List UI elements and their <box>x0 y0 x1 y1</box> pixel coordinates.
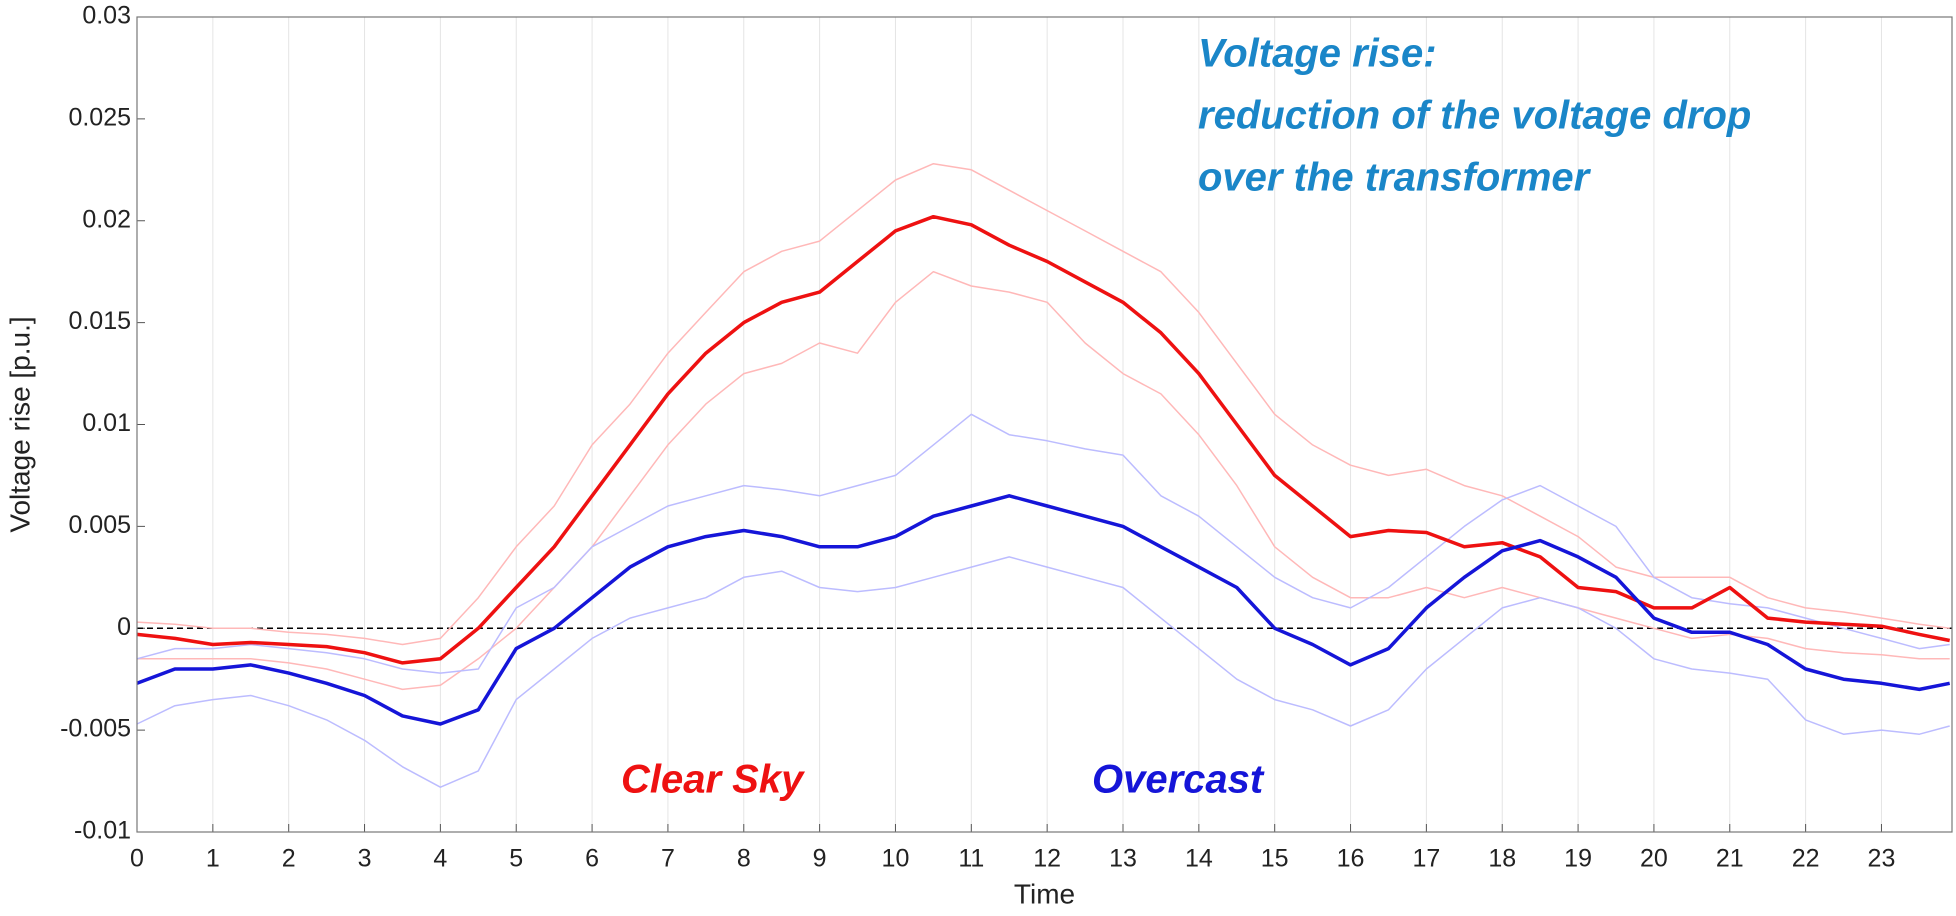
annotation: over the transformer <box>1198 156 1592 200</box>
x-tick-label: 9 <box>813 845 827 873</box>
plot-area <box>137 17 1952 832</box>
x-tick-label: 17 <box>1412 845 1440 873</box>
y-tick-label: 0.025 <box>68 103 131 131</box>
y-tick-label: 0.01 <box>82 409 131 437</box>
x-tick-label: 16 <box>1337 845 1365 873</box>
y-axis-label: Voltage rise [p.u.] <box>4 316 35 532</box>
x-tick-label: 1 <box>206 845 220 873</box>
y-tick-label: 0 <box>117 613 131 641</box>
x-tick-label: 22 <box>1792 845 1820 873</box>
x-tick-label: 10 <box>882 845 910 873</box>
x-tick-label: 11 <box>958 845 984 873</box>
x-tick-label: 3 <box>358 845 372 873</box>
band-line <box>137 270 1950 691</box>
x-tick-label: 23 <box>1868 845 1896 873</box>
series-line <box>136 214 1951 665</box>
plot-frame <box>136 16 1953 833</box>
x-axis-label: Time <box>1014 878 1075 909</box>
x-tick-label: 21 <box>1716 845 1744 873</box>
legend-label: Clear Sky <box>621 758 805 802</box>
y-tick-label: -0.01 <box>74 817 131 845</box>
y-tick-label: 0.005 <box>68 511 131 539</box>
x-tick-label: 2 <box>282 845 296 873</box>
legend-label: Overcast <box>1092 758 1265 802</box>
x-tick-label: 6 <box>585 845 599 873</box>
band-line <box>136 413 1950 674</box>
y-tick-label: 0.03 <box>82 2 131 30</box>
series-line <box>136 494 1951 726</box>
band-line <box>136 556 1950 788</box>
x-tick-label: 13 <box>1109 845 1137 873</box>
x-tick-label: 8 <box>737 845 751 873</box>
x-tick-label: 14 <box>1185 845 1213 873</box>
x-tick-label: 0 <box>130 845 144 873</box>
x-tick-label: 15 <box>1261 845 1289 873</box>
x-tick-label: 5 <box>509 845 523 873</box>
y-tick-label: 0.02 <box>82 205 131 233</box>
x-tick-label: 12 <box>1033 845 1061 873</box>
annotation: reduction of the voltage drop <box>1198 94 1751 138</box>
x-tick-label: 18 <box>1488 845 1516 873</box>
x-tick-label: 20 <box>1640 845 1668 873</box>
x-tick-label: 4 <box>433 845 447 873</box>
y-tick-label: 0.015 <box>68 307 131 335</box>
x-tick-label: 19 <box>1564 845 1592 873</box>
annotation: Voltage rise: <box>1198 32 1437 76</box>
y-tick-label: -0.005 <box>60 715 131 743</box>
x-tick-label: 7 <box>661 845 675 873</box>
